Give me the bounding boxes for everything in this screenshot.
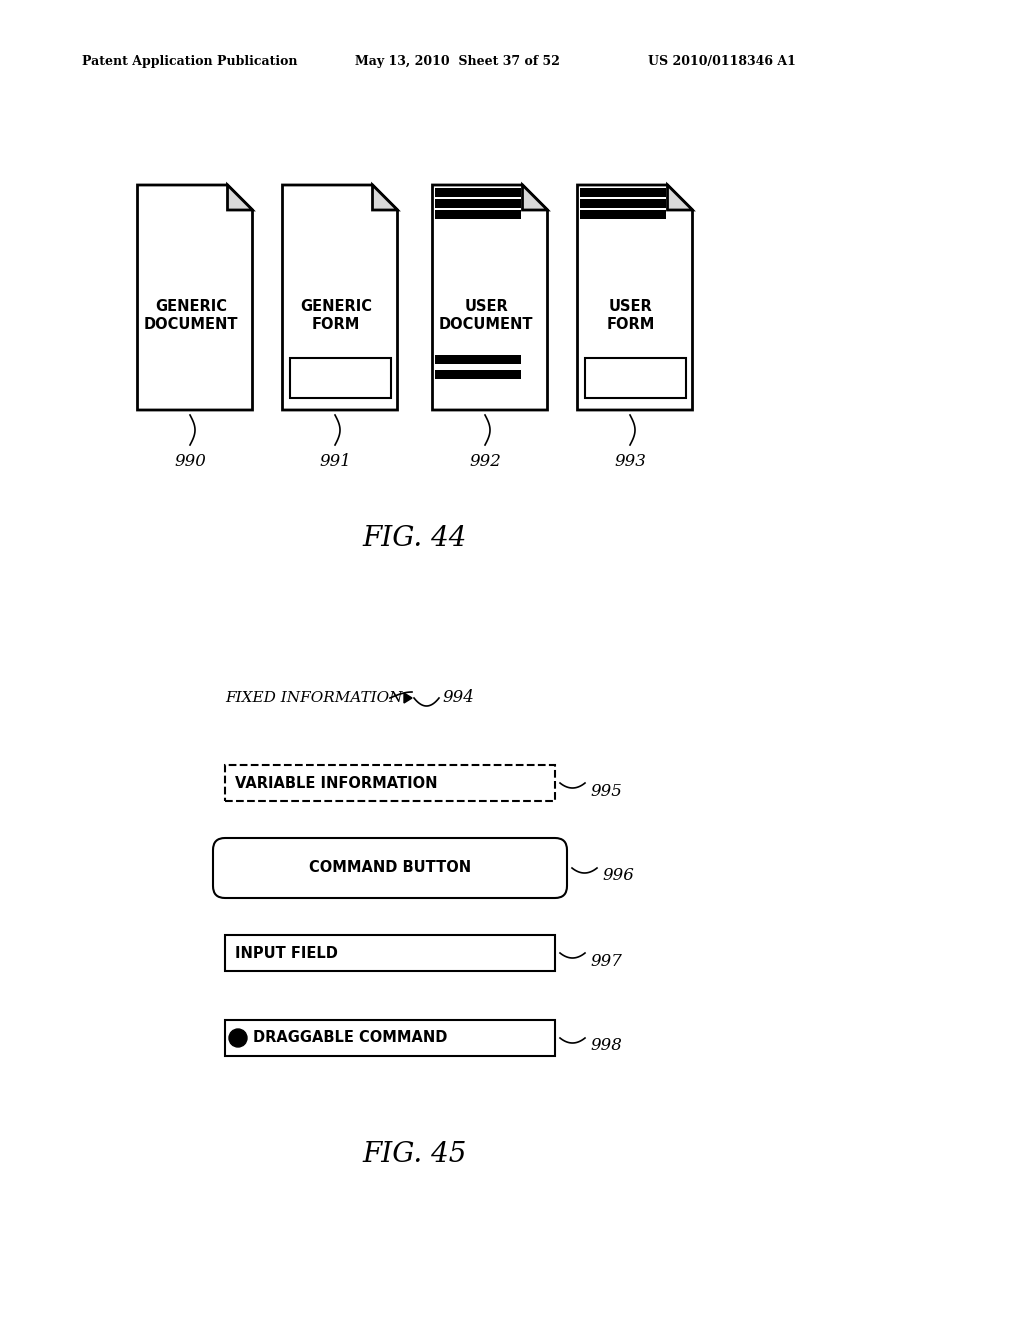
Polygon shape (137, 185, 253, 411)
Bar (434, 199, 520, 209)
Text: 992: 992 (469, 454, 501, 470)
Polygon shape (404, 693, 412, 704)
Bar (290, 358, 390, 399)
Text: USER
DOCUMENT: USER DOCUMENT (438, 300, 534, 331)
Bar (225, 766, 555, 801)
Text: May 13, 2010  Sheet 37 of 52: May 13, 2010 Sheet 37 of 52 (355, 55, 560, 69)
Circle shape (229, 1030, 247, 1047)
Text: FIG. 44: FIG. 44 (362, 524, 467, 552)
Bar (580, 187, 666, 197)
Bar (434, 370, 520, 379)
Text: COMMAND BUTTON: COMMAND BUTTON (309, 861, 471, 875)
Text: 995: 995 (590, 783, 622, 800)
FancyBboxPatch shape (213, 838, 567, 898)
Text: US 2010/0118346 A1: US 2010/0118346 A1 (648, 55, 796, 69)
Text: VARIABLE INFORMATION: VARIABLE INFORMATION (234, 776, 437, 791)
Text: INPUT FIELD: INPUT FIELD (234, 945, 338, 961)
Bar (585, 358, 685, 399)
Polygon shape (283, 185, 397, 411)
Bar (580, 199, 666, 209)
Text: 998: 998 (590, 1038, 622, 1055)
Polygon shape (373, 185, 397, 210)
Polygon shape (522, 185, 548, 210)
Bar (434, 187, 520, 197)
Bar (434, 210, 520, 219)
Text: FIXED INFORMATION: FIXED INFORMATION (225, 690, 402, 705)
Polygon shape (432, 185, 548, 411)
Bar (225, 935, 555, 972)
Text: USER
FORM: USER FORM (607, 300, 655, 331)
Text: Patent Application Publication: Patent Application Publication (82, 55, 298, 69)
Text: 994: 994 (442, 689, 474, 706)
Text: GENERIC
FORM: GENERIC FORM (300, 300, 372, 331)
Text: 990: 990 (174, 454, 206, 470)
Text: 991: 991 (319, 454, 351, 470)
Bar (434, 355, 520, 364)
Bar (580, 210, 666, 219)
Text: FIG. 45: FIG. 45 (362, 1142, 467, 1168)
Text: 997: 997 (590, 953, 622, 969)
Polygon shape (227, 185, 253, 210)
Polygon shape (578, 185, 692, 411)
Polygon shape (668, 185, 692, 210)
Text: GENERIC
DOCUMENT: GENERIC DOCUMENT (143, 300, 239, 331)
Text: 993: 993 (614, 454, 646, 470)
Text: 996: 996 (602, 867, 634, 884)
Text: DRAGGABLE COMMAND: DRAGGABLE COMMAND (253, 1031, 447, 1045)
Bar (225, 1020, 555, 1056)
